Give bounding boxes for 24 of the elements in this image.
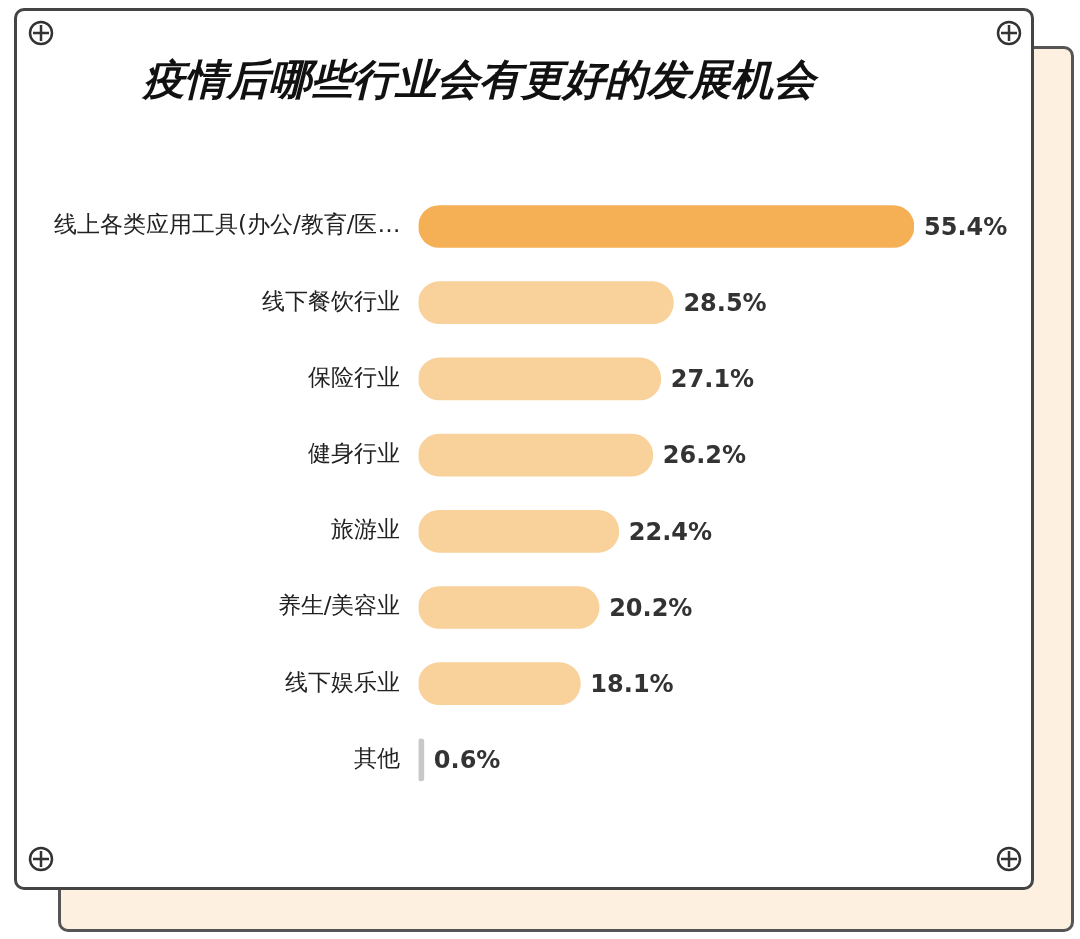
data-label: 18.1%: [590, 669, 674, 698]
bar: [418, 662, 581, 706]
bar: [418, 586, 600, 629]
bar: [418, 281, 674, 325]
y-tick-label: 线下餐饮行业: [262, 287, 401, 314]
y-tick-label: 线上各类应用工具(办公/教育/医…: [53, 211, 401, 238]
data-label: 27.1%: [670, 365, 755, 394]
chart-title: 疫情后哪些行业会有更好的发展机会: [141, 55, 819, 105]
y-tick-label: 旅游业: [331, 516, 401, 543]
y-tick-label: 其他: [354, 744, 401, 771]
y-tick-label: 养生/美容业: [277, 592, 401, 619]
data-label: 26.2%: [662, 441, 747, 470]
bar: [418, 205, 914, 248]
data-label: 22.4%: [628, 517, 713, 546]
bar: [418, 357, 662, 401]
y-tick-label: 健身行业: [308, 440, 401, 467]
y-tick-label: 线下娱乐业: [285, 668, 401, 695]
y-tick-label: 保险行业: [308, 363, 401, 390]
bar: [418, 433, 654, 477]
data-label: 0.6%: [433, 746, 501, 775]
data-label: 55.4%: [924, 212, 1008, 241]
bar: [418, 509, 620, 553]
data-label: 20.2%: [609, 593, 693, 622]
data-label: 28.5%: [683, 288, 767, 317]
